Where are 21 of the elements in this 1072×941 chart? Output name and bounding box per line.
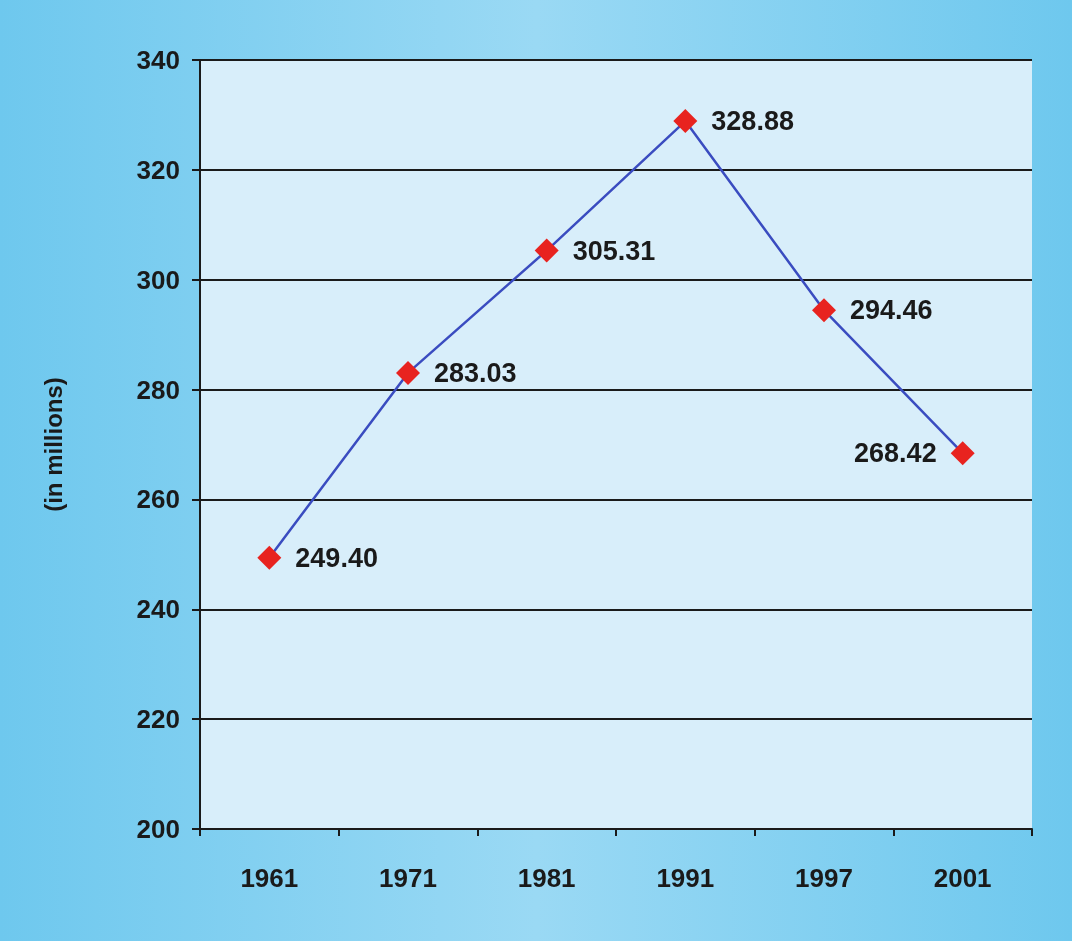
data-label: 294.46 xyxy=(850,295,933,326)
data-label: 249.40 xyxy=(295,542,378,573)
data-label: 268.42 xyxy=(854,438,937,469)
x-tick-label: 1971 xyxy=(379,863,437,893)
x-tick-label: 1991 xyxy=(656,863,715,893)
x-tick-label: 2001 xyxy=(933,863,992,893)
x-tick-label: 1981 xyxy=(517,863,576,893)
y-tick-label: 300 xyxy=(136,264,180,295)
y-tick-label: 220 xyxy=(136,704,180,735)
y-tick-label: 240 xyxy=(136,594,180,625)
y-axis-title: (in millions) xyxy=(39,377,67,512)
y-tick-label: 280 xyxy=(136,374,180,405)
data-label: 328.88 xyxy=(711,106,794,137)
y-tick-label: 200 xyxy=(136,814,180,844)
x-tick-label: 1997 xyxy=(795,863,853,893)
y-tick-label: 340 xyxy=(136,45,180,75)
x-tick-label: 1961 xyxy=(240,863,299,893)
y-tick-label: 260 xyxy=(136,484,180,515)
data-label: 305.31 xyxy=(572,235,656,266)
data-label: 283.03 xyxy=(434,357,517,388)
y-tick-label: 320 xyxy=(136,154,180,185)
